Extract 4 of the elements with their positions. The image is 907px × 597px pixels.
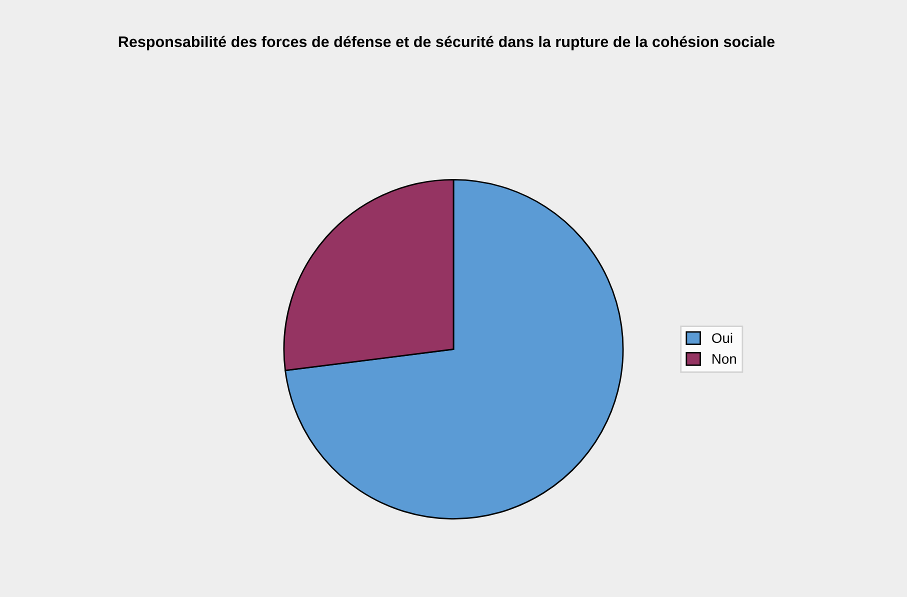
chart-title: Responsabilité des forces de défense et de sécurité dans la rupture de la cohésion sociale [118,36,775,50]
legend-label: Oui [712,332,732,344]
legend-label: Non [712,354,736,364]
pie-slice [284,179,624,520]
